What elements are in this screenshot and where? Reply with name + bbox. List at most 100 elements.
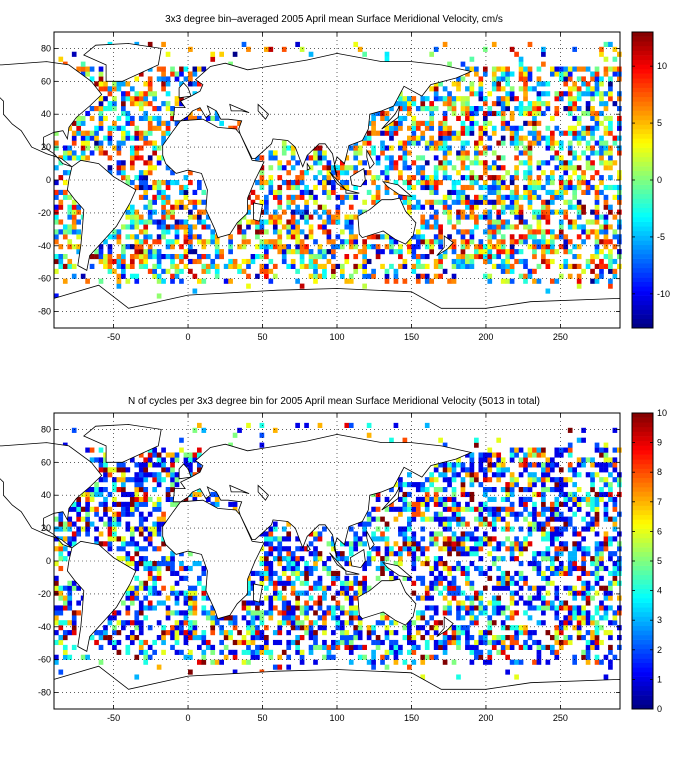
data-bin [487,521,493,527]
data-bin [121,224,126,230]
data-bin [518,219,524,225]
data-bin [161,234,166,240]
data-bin [451,491,457,498]
data-bin [138,184,144,191]
data-bin [201,590,207,596]
coastline [253,202,263,222]
data-bin [129,526,135,532]
data-bin [617,447,622,453]
data-bin [94,145,99,151]
data-bin [474,472,479,478]
data-bin [541,506,546,512]
data-bin [107,615,113,621]
data-bin [603,511,609,517]
colorbar-step [632,704,653,710]
data-bin [393,561,399,567]
data-bin [219,649,224,655]
data-bin [496,66,502,72]
data-bin [62,521,68,527]
data-bin [572,556,578,562]
data-bin [134,674,140,680]
data-bin [505,654,510,660]
data-bin [179,66,184,72]
data-bin [295,561,300,567]
data-bin [156,180,162,186]
data-bin [103,511,108,517]
data-bin [138,462,144,468]
data-bin [599,96,604,102]
data-bin [393,278,399,284]
data-bin [433,165,439,171]
data-bin [500,106,506,112]
data-bin [536,605,542,611]
data-bin [563,565,569,572]
data-bin [272,605,278,611]
data-bin [71,273,77,279]
data-bin [549,580,555,586]
data-bin [608,86,613,92]
data-bin [290,565,296,572]
data-bin [474,551,479,557]
data-bin [264,565,269,572]
data-bin [371,506,376,512]
data-bin [482,585,488,591]
data-bin [58,639,64,646]
data-bin [174,452,180,458]
data-bin [129,491,135,498]
data-bin [608,570,613,576]
data-bin [411,244,417,250]
data-bin [527,234,533,240]
data-bin [322,263,327,269]
data-bin [608,580,613,586]
data-bin [554,462,560,468]
data-bin [398,482,403,488]
data-bin [514,580,519,586]
data-bin [103,477,108,483]
data-bin [161,585,166,591]
data-bin [272,570,278,576]
data-bin [532,184,537,191]
data-bin [541,214,546,220]
data-bin [295,590,300,596]
data-bin [469,175,475,181]
data-bin [541,447,546,453]
data-bin [407,125,412,131]
data-bin [567,96,573,102]
data-bin [558,600,564,606]
data-bin [286,224,292,230]
data-bin [138,649,144,655]
data-bin [116,630,122,636]
colorbar-step [632,436,653,442]
data-bin [112,639,117,646]
data-bin [558,511,564,517]
data-bin [442,644,448,650]
data-bin [129,273,135,279]
data-bin [147,254,153,260]
data-bin [98,635,104,641]
data-bin [71,644,77,650]
data-bin [608,585,613,591]
data-bin [398,96,403,102]
data-bin [505,580,510,586]
data-bin [420,516,426,522]
data-bin [563,526,569,532]
data-bin [581,590,586,596]
data-bin [612,526,618,532]
data-bin [469,536,475,542]
data-bin [433,644,439,650]
data-bin [541,467,546,473]
data-bin [134,135,140,141]
data-bin [509,590,515,596]
data-bin [505,96,510,102]
data-bin [116,620,122,626]
data-bin [617,224,622,230]
data-bin [241,615,247,621]
data-bin [514,145,519,151]
data-bin [411,204,417,210]
data-bin [165,120,171,126]
data-bin [304,422,309,428]
velocity-panel: 3x3 degree bin–averaged 2005 April mean … [0,14,670,342]
data-bin [232,258,238,265]
data-bin [554,625,560,631]
data-bin [71,51,77,57]
